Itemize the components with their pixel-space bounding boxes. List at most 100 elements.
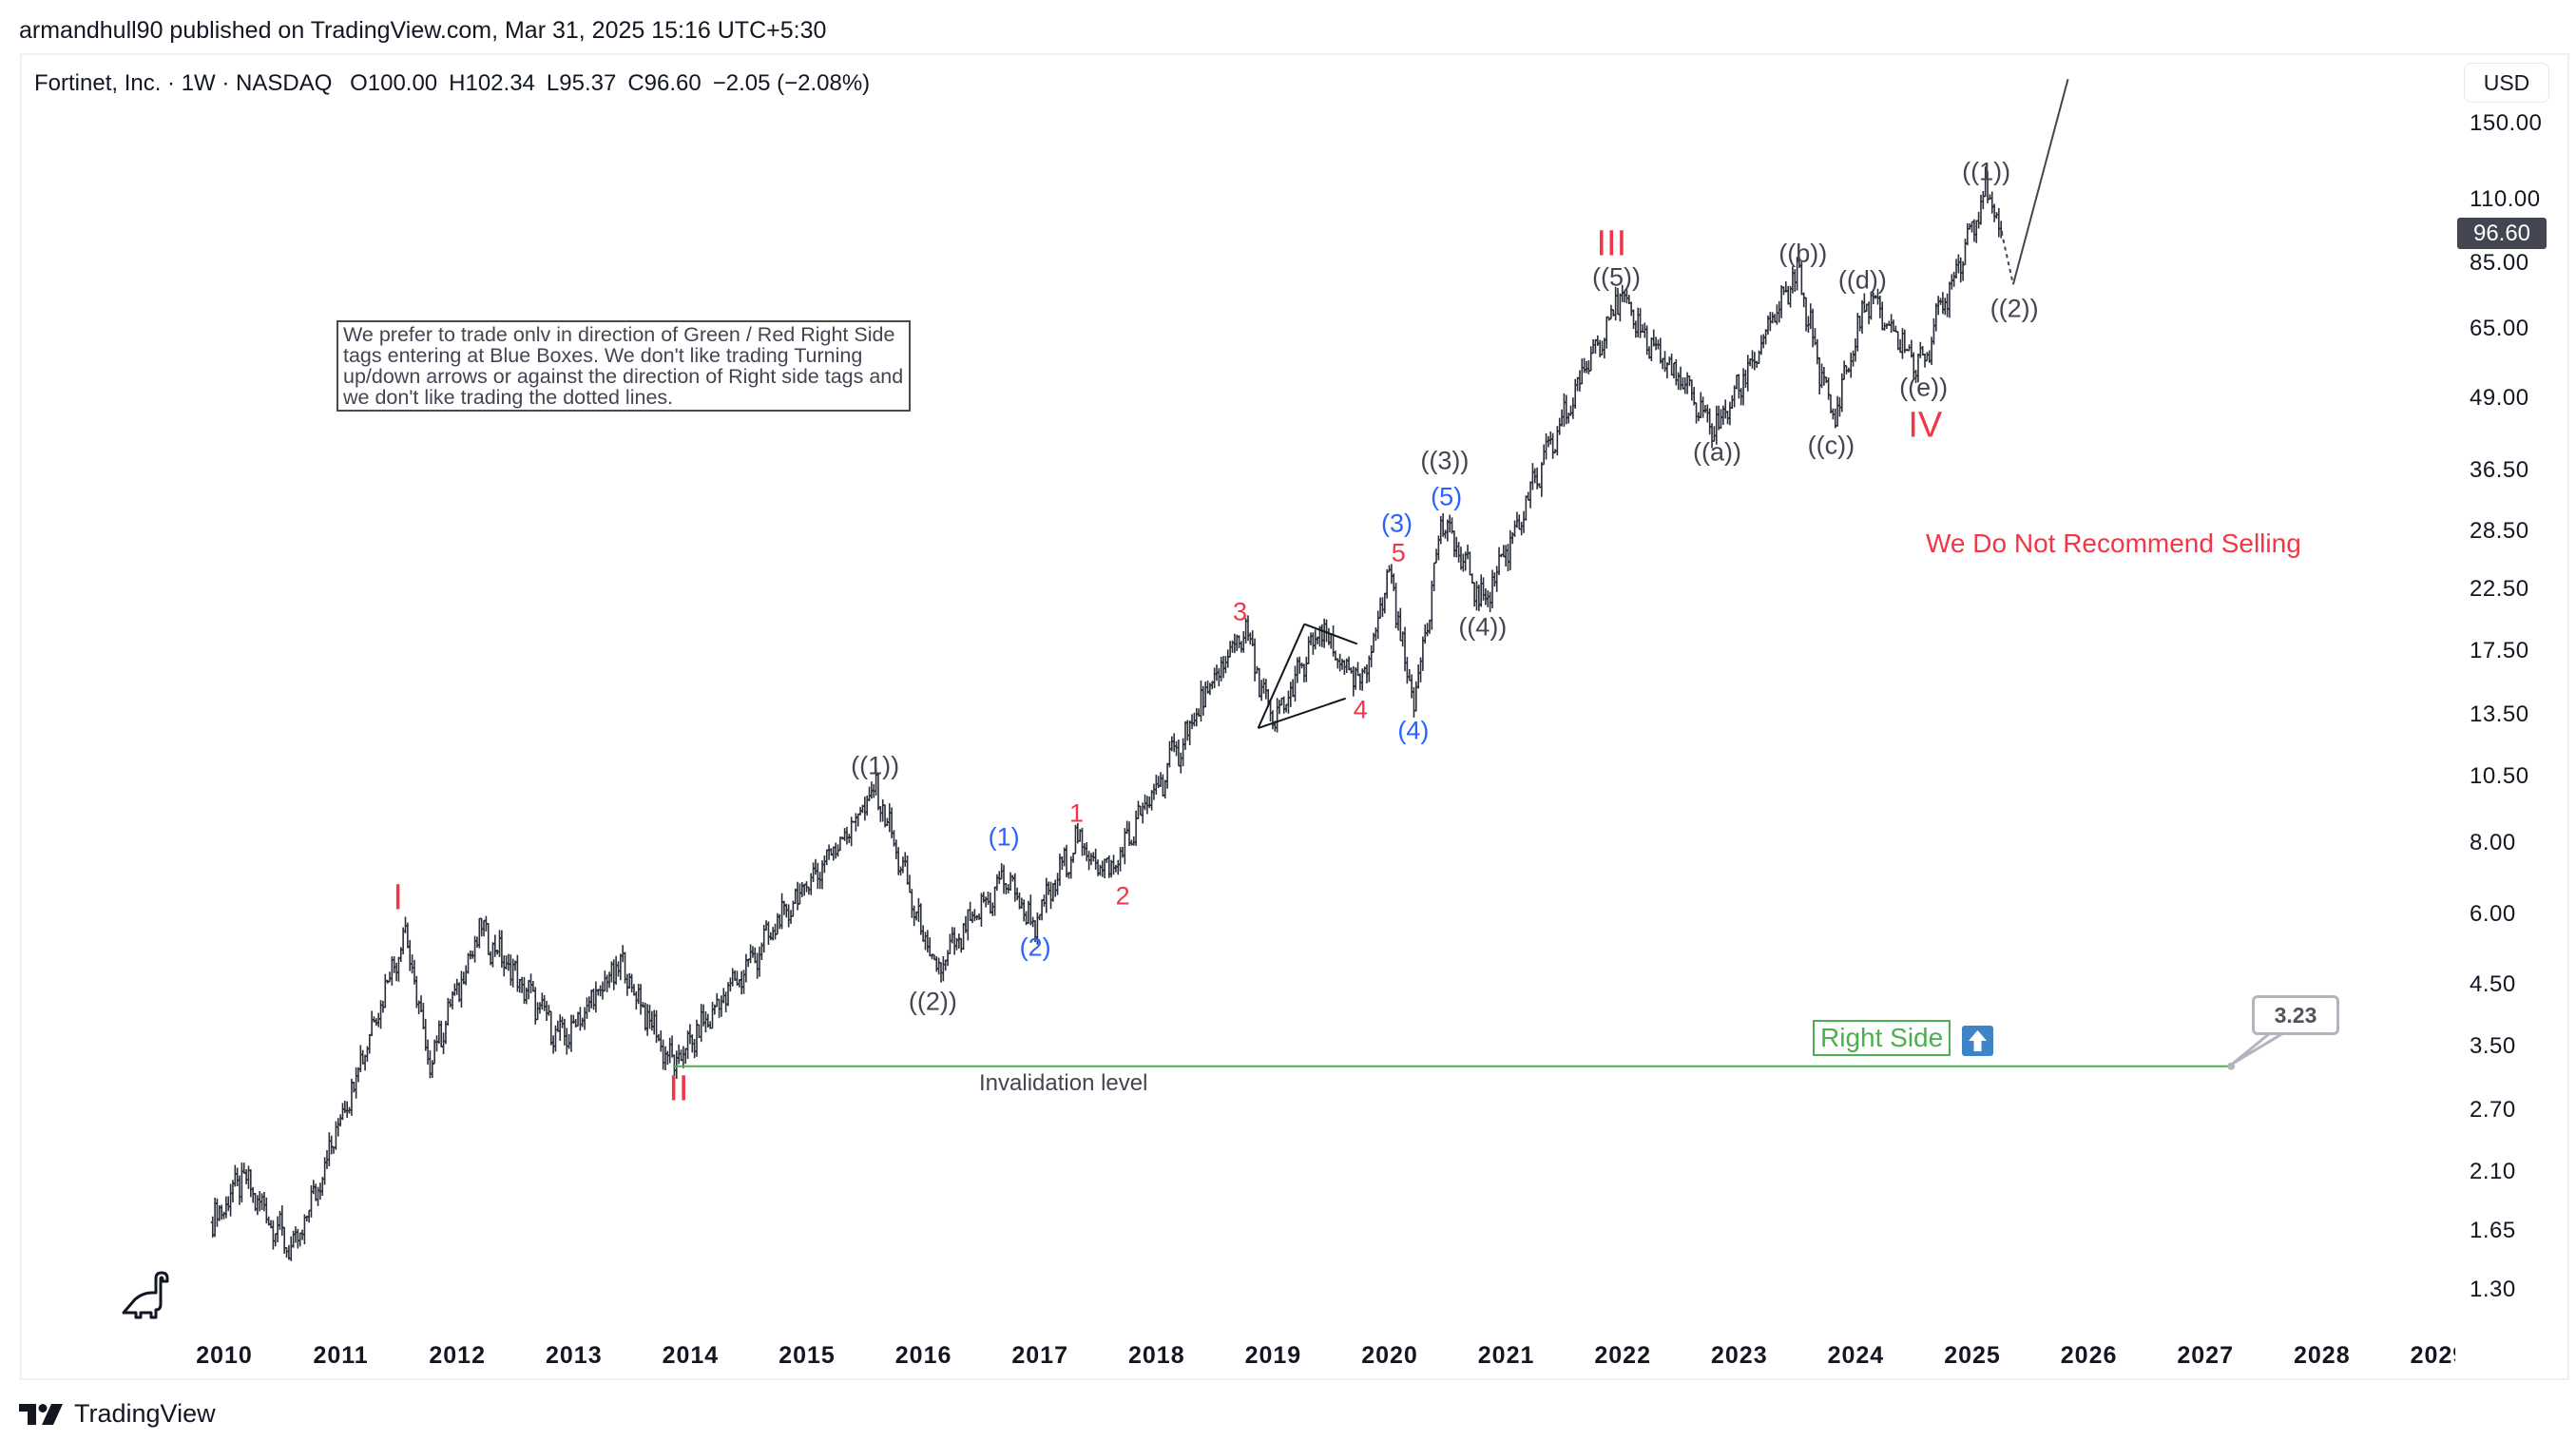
price-bar <box>459 970 464 1009</box>
price-bar <box>1591 338 1596 355</box>
price-bar <box>1476 584 1481 611</box>
time-tick: 2017 <box>1011 1342 1068 1369</box>
price-bar <box>1640 324 1644 333</box>
price-bar <box>1143 794 1147 811</box>
price-bar <box>1022 899 1027 922</box>
time-tick: 2024 <box>1827 1342 1885 1369</box>
price-bar <box>1580 358 1585 385</box>
tradingview-brand[interactable]: TradingView <box>19 1399 216 1429</box>
price-bar <box>1826 377 1831 400</box>
price-bar <box>1532 468 1537 484</box>
price-bar <box>1951 271 1956 287</box>
dinosaur-icon[interactable] <box>120 1270 173 1328</box>
price-bar <box>667 1037 672 1064</box>
price-bar <box>298 1232 302 1247</box>
price-bar <box>1293 665 1298 702</box>
price-bar <box>1479 574 1484 607</box>
price-bar <box>1981 191 1986 210</box>
price-bar <box>854 813 858 832</box>
price-bar <box>583 1007 587 1030</box>
price-bar <box>1263 679 1268 700</box>
price-bar <box>827 844 832 860</box>
time-tick: 2028 <box>2293 1342 2351 1369</box>
price-bar <box>1329 633 1334 649</box>
price-bar <box>1355 662 1360 677</box>
price-bar <box>560 1016 565 1028</box>
time-tick: 2026 <box>2060 1342 2118 1369</box>
tradingview-logo-icon <box>19 1403 63 1425</box>
price-bar <box>647 1004 652 1029</box>
price-tick: 1.30 <box>2470 1276 2516 1302</box>
price-bar <box>1309 632 1314 645</box>
price-bar <box>855 813 860 827</box>
time-tick: 2029 <box>2410 1342 2455 1369</box>
price-bar <box>934 955 939 972</box>
price-bar <box>1169 736 1174 752</box>
price-bar <box>887 803 892 833</box>
price-bar <box>1701 396 1705 418</box>
price-bar <box>831 846 836 861</box>
price-bar <box>1643 322 1647 338</box>
price-bar <box>1134 810 1139 846</box>
price-bar <box>912 905 916 927</box>
price-bar <box>235 1167 240 1186</box>
price-bar <box>936 957 941 975</box>
price-tick: 8.00 <box>2470 830 2516 856</box>
price-bar <box>824 849 829 866</box>
price-bar <box>813 858 817 875</box>
price-bar <box>1828 394 1833 413</box>
price-bar <box>419 995 424 1012</box>
price-bar <box>1474 581 1479 611</box>
price-bar <box>591 988 596 1010</box>
price-bar <box>903 852 908 867</box>
price-bar <box>477 917 482 949</box>
price-bar <box>1322 618 1327 648</box>
price-bar <box>1009 872 1013 892</box>
currency-button[interactable]: USD <box>2464 63 2549 103</box>
price-bar <box>241 1162 246 1175</box>
price-bar <box>392 956 396 973</box>
price-tick: 2.10 <box>2470 1158 2516 1184</box>
price-bar <box>1737 374 1741 399</box>
price-bar <box>921 925 926 942</box>
price-bar <box>1151 783 1156 800</box>
price-bar <box>1506 544 1510 572</box>
price-bar <box>1702 405 1707 413</box>
price-bar <box>758 946 762 977</box>
price-bar <box>1544 432 1548 460</box>
price-bar <box>383 973 388 1009</box>
price-bar <box>1253 638 1258 682</box>
price-bar <box>1793 269 1797 292</box>
price-bar <box>1999 221 2004 239</box>
price-bar <box>1649 336 1654 361</box>
chart-pane[interactable] <box>20 53 2455 1327</box>
price-bar <box>1357 673 1362 691</box>
price-bar <box>1560 409 1565 427</box>
price-bar <box>1608 304 1613 320</box>
price-bar <box>1080 827 1085 856</box>
price-bar <box>1201 685 1205 716</box>
price-bar <box>1524 495 1528 521</box>
price-bar <box>1674 359 1679 386</box>
price-bar <box>970 911 974 924</box>
price-bar <box>1073 824 1078 855</box>
price-bar <box>1669 354 1674 376</box>
price-bar <box>925 930 930 952</box>
price-bar <box>1194 708 1199 727</box>
price-bar <box>796 881 800 911</box>
price-bar <box>811 862 816 882</box>
price-bar <box>798 883 802 905</box>
time-tick: 2021 <box>1477 1342 1535 1369</box>
time-axis[interactable]: 2010 2011 2012 2013 2014 2015 2016 2017 2018 2019… <box>20 1331 2455 1378</box>
price-bar <box>1410 674 1414 699</box>
price-bar <box>1040 899 1045 921</box>
price-bar <box>806 886 811 895</box>
price-bar <box>296 1228 300 1249</box>
symbol-legend: Fortinet, Inc. · 1W · NASDAQ O100.00 H102… <box>34 70 881 97</box>
price-bar <box>1407 669 1412 682</box>
price-bar <box>1311 632 1316 655</box>
price-bar <box>390 956 394 986</box>
price-bar <box>643 1002 647 1031</box>
price-bar <box>1237 635 1241 649</box>
price-bar <box>952 927 957 955</box>
